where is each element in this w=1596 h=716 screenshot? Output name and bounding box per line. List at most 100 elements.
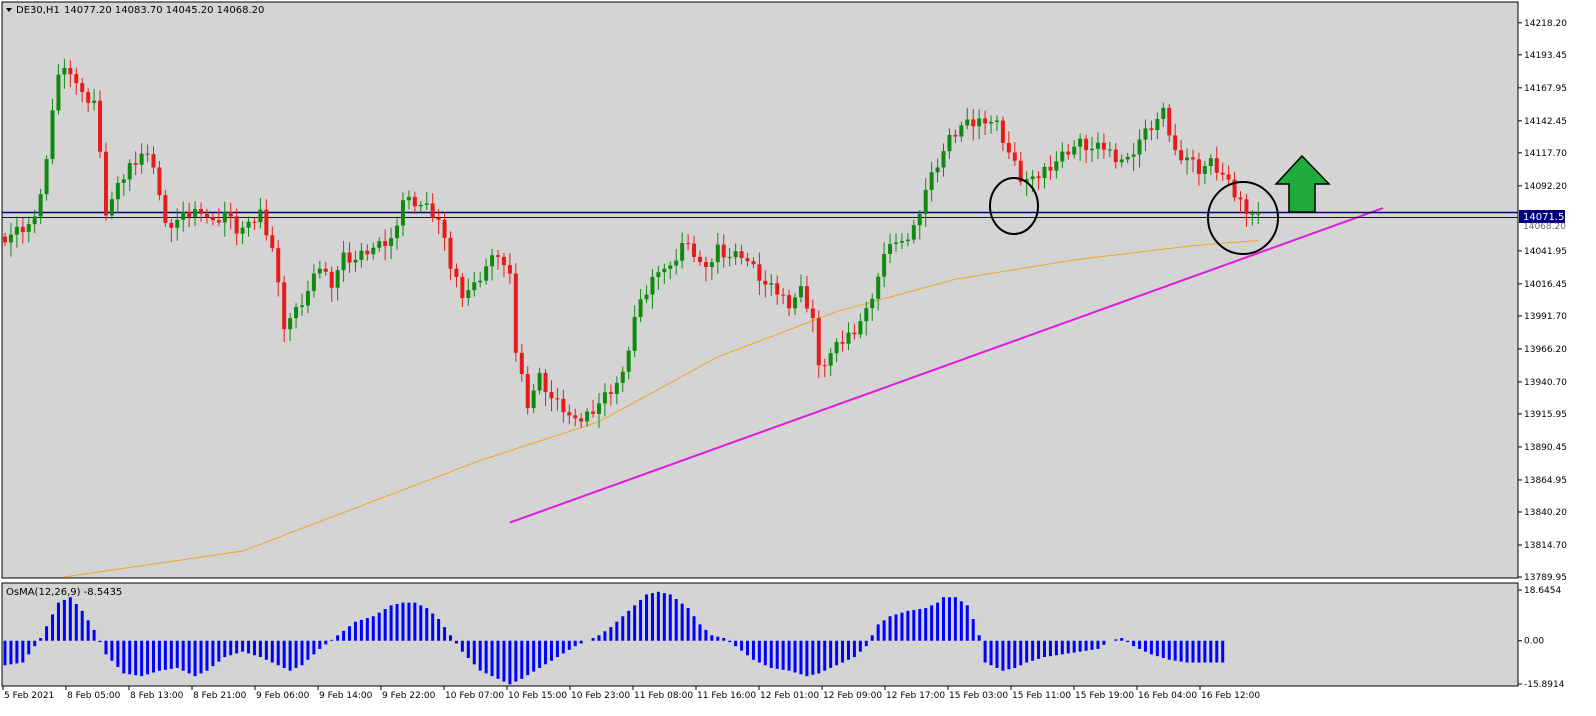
candle-bull	[977, 118, 982, 127]
candle-bull	[644, 294, 649, 300]
candle-bear	[721, 244, 726, 258]
candle-bull	[1024, 179, 1029, 182]
candle-bull	[899, 241, 904, 243]
candle-bull	[632, 316, 637, 351]
candle-bull	[1095, 142, 1100, 149]
candle-bull	[317, 268, 322, 274]
candle-bear	[234, 216, 239, 234]
candle-bull	[965, 119, 970, 126]
candle-bull	[894, 242, 898, 244]
candle-bear	[1048, 166, 1053, 171]
x-tick-label: 8 Feb 21:00	[193, 691, 247, 701]
candle-bull	[650, 276, 655, 295]
candle-bear	[971, 119, 976, 127]
x-tick-label: 12 Feb 01:00	[760, 691, 819, 701]
candle-bull	[478, 280, 483, 283]
candle-bull	[258, 209, 263, 223]
candle-bear	[86, 92, 91, 103]
candle-bull	[905, 239, 910, 242]
candle-bear	[501, 256, 506, 266]
candle-bull	[715, 244, 720, 263]
x-tick-label: 12 Feb 17:00	[886, 691, 945, 701]
candle-bear	[3, 236, 7, 243]
candle-bull	[662, 268, 667, 273]
candle-bear	[323, 268, 328, 272]
candle-bull	[1208, 158, 1213, 167]
candle-bear	[608, 392, 613, 394]
candle-bear	[276, 248, 281, 283]
candle-bear	[228, 211, 233, 217]
candle-bull	[935, 167, 940, 173]
candle-bull	[929, 172, 934, 190]
candle-bull	[418, 204, 423, 207]
candle-bear	[1244, 199, 1249, 214]
candle-bull	[406, 196, 411, 201]
candle-bull	[424, 203, 429, 205]
candle-bull	[989, 121, 994, 124]
candle-bear	[204, 213, 209, 218]
x-tick-label: 12 Feb 09:00	[823, 691, 882, 701]
x-tick-label: 11 Feb 16:00	[697, 691, 756, 701]
candle-bear	[822, 365, 827, 367]
candle-bear	[74, 74, 79, 84]
candle-bull	[531, 390, 536, 409]
candle-bear	[692, 243, 697, 257]
y-tick-label: 14218.20	[1524, 19, 1567, 29]
candle-bull	[38, 194, 43, 217]
candle-bull	[353, 259, 358, 263]
candle-bear	[519, 352, 524, 375]
candle-bull	[371, 247, 376, 255]
candle-bear	[579, 418, 584, 422]
candle-bull	[620, 371, 625, 383]
candle-bear	[513, 273, 518, 353]
candle-bear	[347, 252, 352, 263]
candle-bull	[709, 262, 714, 267]
candle-bear	[1173, 135, 1178, 151]
candle-bull	[32, 216, 37, 225]
osma-tick-label: -15.8914	[1524, 680, 1565, 690]
header-dropdown-icon[interactable]	[6, 8, 12, 12]
candle-bull	[626, 350, 631, 372]
candle-bull	[246, 221, 251, 228]
candle-bear	[591, 411, 596, 414]
y-tick-label: 14117.70	[1524, 149, 1567, 159]
candle-bull	[56, 74, 61, 111]
candle-bull	[484, 266, 489, 281]
candle-bear	[751, 261, 756, 265]
candle-bull	[834, 342, 839, 354]
candle-bull	[668, 265, 673, 269]
y-tick-label: 14092.20	[1524, 182, 1567, 192]
osma-tick-label: 18.6454	[1524, 586, 1561, 596]
trend-line	[509, 207, 1384, 524]
highlight-circle-right	[1207, 181, 1279, 255]
candle-bull	[1155, 118, 1160, 131]
header-ohlc: 14077.20 14083.70 14045.20 14068.20	[64, 5, 264, 16]
candle-bull	[585, 411, 590, 422]
x-tick-label: 11 Feb 08:00	[634, 691, 693, 701]
candle-bull	[1131, 154, 1136, 157]
candle-bear	[573, 415, 578, 419]
candle-bear	[810, 308, 815, 319]
x-tick-label: 9 Feb 06:00	[256, 691, 310, 701]
candle-bear	[1036, 176, 1041, 179]
candle-bear	[1220, 172, 1225, 175]
candle-bull	[395, 225, 400, 239]
candle-bull	[1143, 128, 1148, 140]
candle-bull	[537, 372, 542, 391]
candle-bear	[686, 243, 691, 245]
candle-bull	[26, 224, 31, 232]
candle-bull	[341, 252, 346, 271]
y-tick-label: 13966.20	[1524, 345, 1567, 355]
candle-bull	[62, 67, 67, 75]
candle-bear	[430, 203, 435, 219]
candle-bull	[1202, 166, 1207, 174]
indicator-panel	[1, 582, 1519, 687]
candle-bull	[1107, 149, 1112, 151]
candle-bear	[1214, 158, 1219, 173]
candle-bull	[175, 219, 180, 228]
candle-bull	[941, 151, 946, 168]
candle-bull	[181, 211, 186, 220]
candle-bull	[115, 182, 120, 200]
candle-bull	[1137, 139, 1142, 155]
